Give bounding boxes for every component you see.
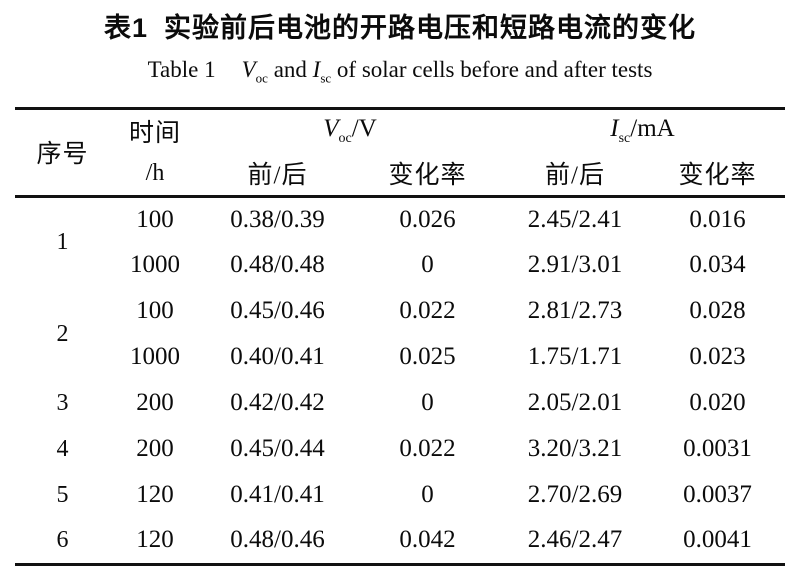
cell-isc-rate: 0.0041 xyxy=(683,526,752,554)
table-body: 1 100 0.38/0.39 0.026 2.45/2.41 0.016 10… xyxy=(15,196,785,564)
header-voc-change-rate: 变化率 xyxy=(388,162,467,190)
cell-isc-rate: 0.020 xyxy=(689,389,746,417)
header-time-unit: /h xyxy=(145,159,165,186)
cell-isc-rate: 0.0037 xyxy=(683,481,752,509)
cell-voc-rate: 0.022 xyxy=(399,435,456,463)
cell-time: 120 xyxy=(136,481,174,509)
cell-serial: 5 xyxy=(56,481,69,508)
table-number-zh: 表1 xyxy=(103,13,149,43)
voc-subscript: oc xyxy=(255,70,268,86)
cell-time: 1000 xyxy=(130,251,180,279)
cell-voc-rate: 0 xyxy=(421,251,434,279)
cell-voc-before-after: 0.45/0.46 xyxy=(230,297,325,325)
cell-isc-before-after: 2.45/2.41 xyxy=(527,205,623,233)
table-row: 6 120 0.48/0.46 0.042 2.46/2.47 0.0041 xyxy=(15,518,785,564)
table-title-en: Table 1 Voc and Isc of solar cells before… xyxy=(15,54,785,95)
cell-isc-before-after: 2.05/2.01 xyxy=(527,389,623,417)
header-serial: 序号 xyxy=(36,141,89,169)
cell-time: 120 xyxy=(136,526,174,554)
cell-voc-before-after: 0.45/0.44 xyxy=(230,435,325,463)
header-voc-before-after: 前/后 xyxy=(247,162,308,190)
table-number-en: Table 1 xyxy=(147,57,216,82)
voc-unit: /V xyxy=(351,114,377,142)
table-title-zh: 表1 实验前后电池的开路电压和短路电流的变化 xyxy=(15,8,785,48)
cell-isc-before-after: 2.91/3.01 xyxy=(527,251,623,279)
cell-serial: 3 xyxy=(56,389,69,416)
table-row: 5 120 0.41/0.41 0 2.70/2.69 0.0037 xyxy=(15,472,785,518)
cell-isc-rate: 0.016 xyxy=(689,205,746,233)
cell-time: 100 xyxy=(136,205,174,233)
cell-voc-rate: 0 xyxy=(421,389,434,417)
results-table: 序号 时间 Voc/V Isc/mA /h 前/后 变化率 前/后 变化率 1 … xyxy=(15,106,786,566)
cell-time: 200 xyxy=(136,389,174,417)
header-voc-group: Voc/V xyxy=(200,108,500,152)
cell-time: 200 xyxy=(136,435,174,463)
table-row: 2 100 0.45/0.46 0.022 2.81/2.73 0.028 xyxy=(15,288,785,347)
header-time-label: 时间 xyxy=(128,119,181,147)
table-header: 序号 时间 Voc/V Isc/mA /h 前/后 变化率 前/后 变化率 xyxy=(15,108,786,197)
cell-voc-rate: 0.025 xyxy=(399,343,456,371)
cell-time: 1000 xyxy=(130,343,180,371)
cell-voc-rate: 0.022 xyxy=(399,297,456,325)
cell-serial: 4 xyxy=(56,435,69,462)
cell-isc-rate: 0.0031 xyxy=(683,435,752,463)
cell-serial: 1 xyxy=(56,229,69,256)
voc-symbol: V xyxy=(241,57,256,82)
title-conjunction: and xyxy=(273,57,307,82)
table-title-zh-text: 实验前后电池的开路电压和短路电流的变化 xyxy=(164,13,697,43)
cell-voc-rate: 0.026 xyxy=(399,205,456,233)
cell-isc-before-after: 2.70/2.69 xyxy=(527,481,623,509)
header-row-top: 序号 时间 Voc/V Isc/mA xyxy=(15,108,785,168)
table-title-en-rest: of solar cells before and after tests xyxy=(336,57,653,82)
cell-serial: 6 xyxy=(56,526,69,553)
cell-voc-before-after: 0.40/0.41 xyxy=(230,343,325,371)
header-isc-change-rate: 变化率 xyxy=(678,162,757,190)
cell-isc-before-after: 3.20/3.21 xyxy=(527,435,623,463)
cell-isc-before-after: 1.75/1.71 xyxy=(527,343,623,371)
header-row-bottom: /h 前/后 变化率 前/后 变化率 xyxy=(15,152,786,197)
cell-voc-before-after: 0.41/0.41 xyxy=(230,481,325,509)
cell-isc-rate: 0.028 xyxy=(689,297,746,325)
cell-isc-before-after: 2.46/2.47 xyxy=(527,526,623,554)
cell-time: 100 xyxy=(136,297,174,325)
isc-subscript: sc xyxy=(618,130,631,146)
header-isc-before-after: 前/后 xyxy=(545,162,605,190)
cell-isc-rate: 0.023 xyxy=(689,343,746,371)
cell-voc-before-after: 0.38/0.39 xyxy=(230,205,325,233)
cell-voc-rate: 0.042 xyxy=(399,526,456,554)
isc-symbol: I xyxy=(312,57,321,82)
table-row: 1000 0.40/0.41 0.025 1.75/1.71 0.023 xyxy=(15,334,785,380)
cell-isc-rate: 0.034 xyxy=(689,251,746,279)
cell-voc-before-after: 0.48/0.46 xyxy=(230,526,325,554)
cell-isc-before-after: 2.81/2.73 xyxy=(527,297,623,325)
cell-voc-rate: 0 xyxy=(421,481,434,509)
voc-subscript: oc xyxy=(338,130,352,146)
table-row: 4 200 0.45/0.44 0.022 3.20/3.21 0.0031 xyxy=(15,426,785,472)
table-row: 1 100 0.38/0.39 0.026 2.45/2.41 0.016 xyxy=(15,196,785,256)
cell-voc-before-after: 0.42/0.42 xyxy=(230,389,325,417)
voc-symbol: V xyxy=(323,114,339,142)
table-row: 1000 0.48/0.48 0 2.91/3.01 0.034 xyxy=(15,242,785,288)
isc-symbol: I xyxy=(610,114,619,142)
cell-voc-before-after: 0.48/0.48 xyxy=(230,251,325,279)
isc-unit: /mA xyxy=(630,114,675,142)
header-isc-group: Isc/mA xyxy=(500,108,785,152)
table-row: 3 200 0.42/0.42 0 2.05/2.01 0.020 xyxy=(15,380,785,426)
isc-subscript: sc xyxy=(320,70,332,86)
cell-serial: 2 xyxy=(56,320,69,347)
